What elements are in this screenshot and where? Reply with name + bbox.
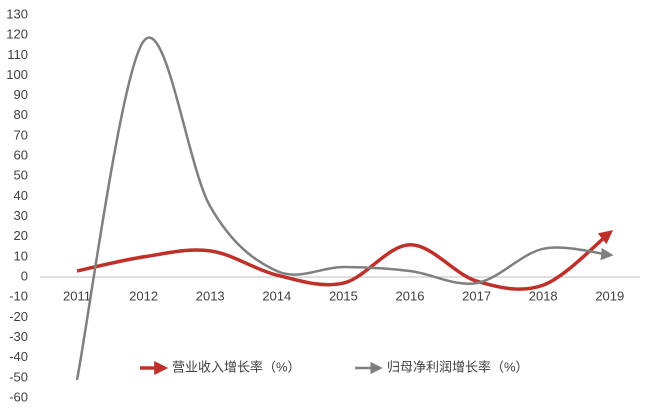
y-tick-label: 20	[14, 228, 28, 243]
y-tick-label: -60	[9, 389, 28, 404]
y-tick-label: 110	[7, 47, 28, 62]
y-tick-label: 70	[14, 127, 28, 142]
y-tick-label: 60	[14, 148, 28, 163]
y-tick-label: 30	[14, 208, 28, 223]
x-tick-label: 2014	[262, 288, 291, 303]
y-tick-label: 120	[6, 27, 28, 42]
y-tick-label: -40	[9, 349, 28, 364]
y-tick-label: 50	[14, 168, 28, 183]
y-tick-label: 10	[14, 248, 28, 263]
x-tick-label: 2019	[595, 288, 624, 303]
y-tick-label: -20	[9, 309, 28, 324]
x-tick-label: 2015	[329, 288, 358, 303]
x-tick-label: 2018	[529, 288, 558, 303]
legend-label: 归母净利润增长率（%）	[387, 359, 529, 374]
y-tick-label: -10	[9, 289, 28, 304]
y-tick-label: -30	[9, 329, 28, 344]
y-tick-label: 80	[14, 107, 28, 122]
y-tick-label: 0	[21, 268, 28, 283]
y-tick-label: 40	[14, 188, 28, 203]
x-tick-label: 2013	[196, 288, 225, 303]
x-tick-label: 2017	[462, 288, 491, 303]
x-tick-label: 2011	[63, 288, 91, 303]
x-tick-label: 2016	[396, 288, 425, 303]
series-line	[75, 36, 614, 381]
y-tick-label: 100	[6, 67, 28, 82]
y-tick-label: 90	[14, 87, 28, 102]
legend-label: 营业收入增长率（%）	[172, 359, 301, 374]
y-tick-label: 130	[6, 6, 28, 21]
x-tick-label: 2012	[129, 288, 158, 303]
series-line	[76, 230, 614, 291]
y-tick-label: -50	[9, 369, 28, 384]
